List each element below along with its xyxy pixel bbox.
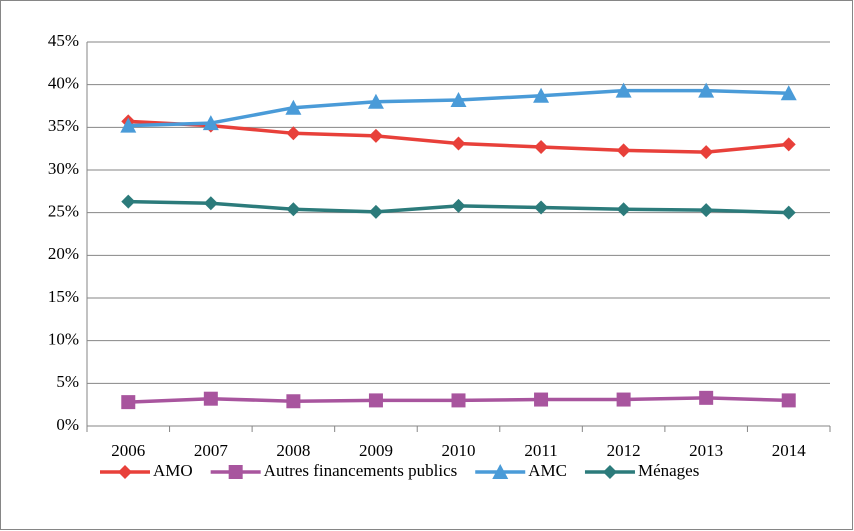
x-tick-label: 2010 xyxy=(442,441,476,460)
data-point xyxy=(120,117,137,133)
data-point xyxy=(121,395,136,410)
data-point xyxy=(780,85,797,101)
data-point xyxy=(616,392,631,407)
data-point xyxy=(368,204,383,219)
data-point xyxy=(781,205,796,220)
x-tick-label: 2012 xyxy=(607,441,641,460)
legend-marker xyxy=(118,465,132,479)
x-tick-label: 2011 xyxy=(524,441,557,460)
legend-label: Ménages xyxy=(638,461,699,480)
y-tick-label: 10% xyxy=(48,330,79,349)
x-tick-label: 2014 xyxy=(772,441,807,460)
y-tick-label: 0% xyxy=(56,415,79,434)
data-point xyxy=(368,128,383,143)
y-tick-label: 15% xyxy=(48,287,79,306)
data-point xyxy=(616,202,631,217)
data-point xyxy=(451,198,466,213)
y-tick-label: 5% xyxy=(56,372,79,391)
legend-marker xyxy=(492,464,509,479)
data-point xyxy=(451,393,466,408)
data-point xyxy=(699,390,714,405)
data-point xyxy=(202,115,219,131)
data-point xyxy=(781,393,796,408)
y-tick-label: 30% xyxy=(48,159,79,178)
data-point xyxy=(203,391,218,406)
y-tick-label: 45% xyxy=(48,31,79,50)
data-point xyxy=(534,392,549,407)
legend-marker xyxy=(602,465,617,479)
x-tick-label: 2008 xyxy=(276,441,310,460)
data-point xyxy=(533,87,550,103)
data-point xyxy=(698,82,715,98)
data-point xyxy=(699,145,714,160)
data-point xyxy=(286,126,301,141)
data-point xyxy=(534,139,549,154)
x-tick-label: 2007 xyxy=(194,441,229,460)
data-point xyxy=(450,92,467,108)
data-point xyxy=(451,136,466,151)
data-point xyxy=(367,93,384,109)
legend-label: Autres financements publics xyxy=(264,461,458,480)
data-point xyxy=(368,393,383,408)
y-tick-label: 35% xyxy=(48,116,79,135)
y-tick-label: 20% xyxy=(48,244,79,263)
data-point xyxy=(286,202,301,217)
legend-label: AMO xyxy=(153,461,193,480)
data-point xyxy=(203,196,218,211)
legend-label: AMC xyxy=(528,461,567,480)
data-point xyxy=(699,203,714,218)
data-point xyxy=(286,394,301,409)
data-point xyxy=(616,143,631,158)
data-point xyxy=(781,137,796,152)
legend-marker xyxy=(228,465,243,479)
x-tick-label: 2009 xyxy=(359,441,393,460)
y-tick-label: 25% xyxy=(48,202,79,221)
data-point xyxy=(121,194,136,209)
y-tick-label: 40% xyxy=(48,74,79,93)
x-tick-label: 2013 xyxy=(689,441,723,460)
data-point xyxy=(285,99,302,115)
data-point xyxy=(615,82,632,98)
x-tick-label: 2006 xyxy=(111,441,145,460)
data-point xyxy=(534,200,549,215)
